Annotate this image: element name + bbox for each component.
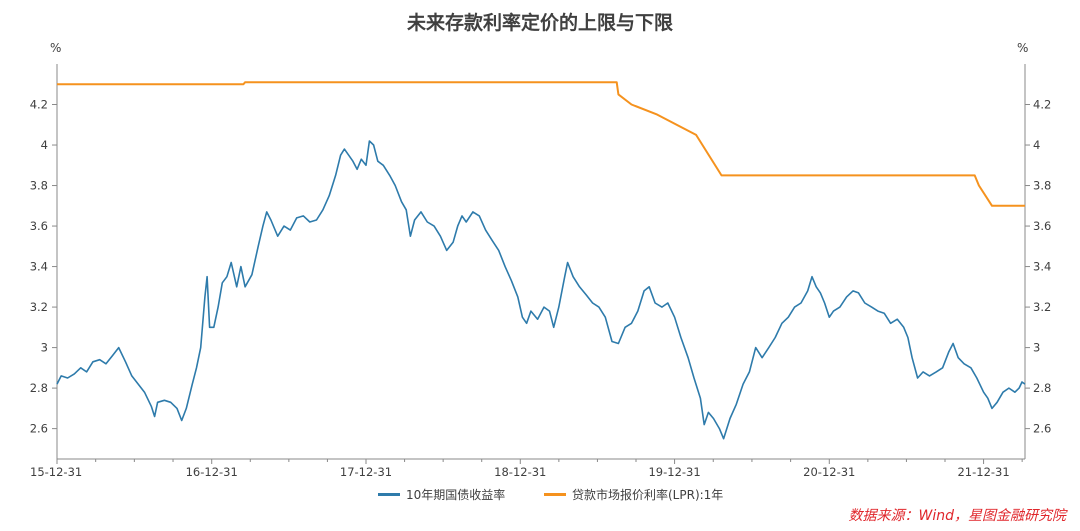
- legend-item-lpr: 贷款市场报价利率(LPR):1年: [544, 486, 723, 503]
- y-tick-label-left: 4: [41, 138, 48, 152]
- y-axis-unit-right: %: [1017, 41, 1028, 55]
- y-tick-label-right: 3.2: [1033, 300, 1051, 314]
- x-tick-label: 20-12-31: [803, 465, 855, 479]
- x-tick-label: 16-12-31: [186, 465, 238, 479]
- y-tick-label-right: 4.2: [1033, 98, 1051, 112]
- y-tick-label-left: 3.6: [30, 219, 48, 233]
- series-line-bond-yield: [56, 140, 1026, 440]
- y-tick-label-left: 3.2: [30, 300, 48, 314]
- y-tick-label-right: 2.6: [1033, 422, 1051, 436]
- y-tick-label-right: 3.4: [1033, 260, 1051, 274]
- tick-labels: 2.6 2.6 2.8 2.8 3 3 3.2 3.2 3.4 3.4 3.6 3.6 3.8 3.8 4 4…: [30, 98, 1052, 479]
- y-axis-unit-left: %: [50, 41, 61, 55]
- series-lines: [56, 81, 1026, 440]
- legend-swatch-lpr: [544, 493, 566, 496]
- x-tick-label: 15-12-31: [30, 465, 82, 479]
- source-note: 数据来源：Wind，星图金融研究院: [848, 508, 1067, 524]
- legend-label-lpr: 贷款市场报价利率(LPR):1年: [572, 488, 724, 502]
- legend: 10年期国债收益率 贷款市场报价利率(LPR):1年: [0, 486, 1080, 504]
- y-tick-label-left: 2.8: [30, 381, 48, 395]
- y-tick-label-left: 3.4: [30, 260, 48, 274]
- x-tick-label: 17-12-31: [340, 465, 392, 479]
- y-tick-label-left: 3.8: [30, 179, 48, 193]
- y-tick-label-right: 4: [1033, 138, 1040, 152]
- legend-swatch-bond-yield: [378, 493, 400, 496]
- y-tick-label-right: 3.8: [1033, 179, 1051, 193]
- y-tick-label-right: 3: [1033, 341, 1040, 355]
- y-tick-label-left: 2.6: [30, 422, 48, 436]
- x-tick-label: 19-12-31: [648, 465, 700, 479]
- y-tick-label-right: 2.8: [1033, 381, 1051, 395]
- y-tick-label-left: 4.2: [30, 98, 48, 112]
- axes: [52, 64, 1030, 464]
- x-tick-label: 21-12-31: [957, 465, 1009, 479]
- y-tick-label-left: 3: [41, 341, 48, 355]
- chart-title: 未来存款利率定价的上限与下限: [406, 12, 673, 34]
- legend-item-bond-yield: 10年期国债收益率: [378, 486, 505, 503]
- y-tick-label-right: 3.6: [1033, 219, 1051, 233]
- x-tick-label: 18-12-31: [494, 465, 546, 479]
- legend-label-bond-yield: 10年期国债收益率: [406, 488, 506, 502]
- series-line-lpr: [57, 81, 1025, 207]
